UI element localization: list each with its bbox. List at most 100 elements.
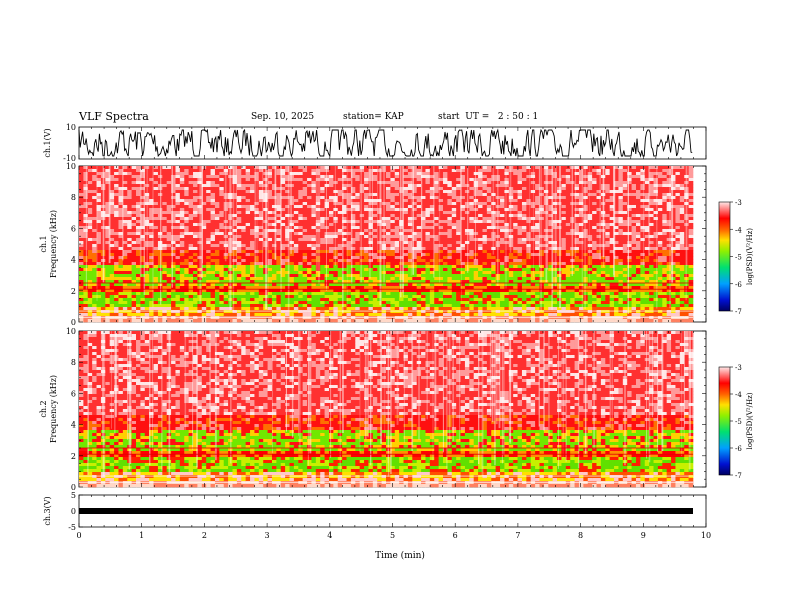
spectrogram-cell [324,202,330,206]
spectrogram-cell [92,232,97,236]
spectrogram-cell [307,196,312,200]
spectrogram-cell [429,184,435,188]
spectrogram-cell [486,193,492,197]
spectrogram-cell [298,166,303,170]
spectrogram-cell [486,247,492,251]
spectrogram-cell [394,235,400,239]
spectrogram-cell [162,172,168,176]
spectrogram-cell [429,295,435,299]
spectrogram-cell [210,166,216,170]
spectrogram-cell [153,235,159,239]
spectrogram-cell [421,241,426,245]
spectrogram-cell [250,190,255,194]
spectrogram-cell [83,298,89,302]
spectrogram-cell [114,298,119,302]
spectrogram-cell [271,256,277,260]
spectrogram-cell [175,229,181,233]
spectrogram-cell [289,298,295,302]
spectrogram-cell [201,313,207,317]
spectrogram-cell [179,262,185,266]
spectrogram-cell [79,283,84,287]
spectrogram-cell [412,280,417,284]
spectrogram-cell [223,271,229,275]
spectrogram-cell [96,253,102,257]
spectrogram-cell [157,229,163,233]
spectrogram-cell [136,298,141,302]
spectrogram-cell [232,307,238,311]
spectrogram-cell [350,271,356,275]
spectrogram-cell [412,244,417,248]
spectrogram-cell [342,229,347,233]
spectrogram-cell [179,256,185,260]
spectrogram-cell [162,202,168,206]
spectrogram-cell [223,199,229,203]
spectrogram-cell [144,178,150,182]
spectrogram-cell [109,298,115,302]
spectrogram-cell [96,265,102,269]
spectrogram-cell [456,313,461,317]
spectrogram-cell [372,169,378,173]
spectrogram-cell [394,232,400,236]
spectrogram-cell [421,253,426,257]
spectrogram-cell [96,220,102,224]
spectrogram-cell [390,295,396,299]
spectrogram-cell [320,286,325,290]
spectrogram-cell [421,274,426,278]
spectrogram-cell [473,310,479,314]
spectrogram-cell [175,217,181,221]
spectrogram-cell [407,166,413,170]
spectrogram-cell [386,223,391,227]
spectrogram-cell [307,244,312,248]
spectrogram-cell [460,244,466,248]
spectrogram-cell [79,229,84,233]
spectrogram-cell [171,208,176,212]
spectrogram-cell [372,250,378,254]
spectrogram-cell [478,292,483,296]
spectrogram-cell [333,166,339,170]
spectrogram-cell [460,223,466,227]
spectrogram-cell [359,307,365,311]
spectrogram-cell [241,220,246,224]
spectrogram-cell [258,232,264,236]
spectrogram-cell [337,184,343,188]
spectrogram-cell [162,199,168,203]
spectrogram-cell [210,319,216,323]
spectrogram-cell [214,226,220,230]
spectrogram-cell [276,313,282,317]
spectrogram-cell [87,313,93,317]
spectrogram-cell [245,199,251,203]
spectrogram-cell [328,268,334,272]
spectrogram-cell [206,286,211,290]
spectrogram-cell [96,223,102,227]
spectrogram-cell [368,310,374,314]
spectrogram-cell [197,169,203,173]
spectrogram-cell [179,259,185,263]
spectrogram-cell [206,313,211,317]
spectrogram-cell [390,256,396,260]
spectrogram-cell [464,226,470,230]
spectrogram-cell [131,271,137,275]
spectrogram-cell [337,181,343,185]
spectrogram-cell [236,271,242,275]
spectrogram-cell [271,199,277,203]
spectrogram-cell [486,220,492,224]
spectrogram-cell [381,283,387,287]
spectrogram-cell [425,307,431,311]
spectrogram-cell [364,190,369,194]
spectrogram-cell [140,169,146,173]
spectrogram-cell [83,307,89,311]
spectrogram-cell [368,241,374,245]
spectrogram-cell [486,265,492,269]
spectrogram-cell [271,193,277,197]
spectrogram-cell [289,259,295,263]
spectrogram-cell [416,271,422,275]
spectrogram-cell [333,262,339,266]
spectrogram-cell [473,214,479,218]
spectrogram-cell [136,274,141,278]
spectrogram-cell [289,319,295,323]
spectrogram-cell [456,229,461,233]
spectrogram-cell [92,193,97,197]
spectrogram-cell [157,286,163,290]
spectrogram-cell [372,292,378,296]
spectrogram-cell [443,313,448,317]
